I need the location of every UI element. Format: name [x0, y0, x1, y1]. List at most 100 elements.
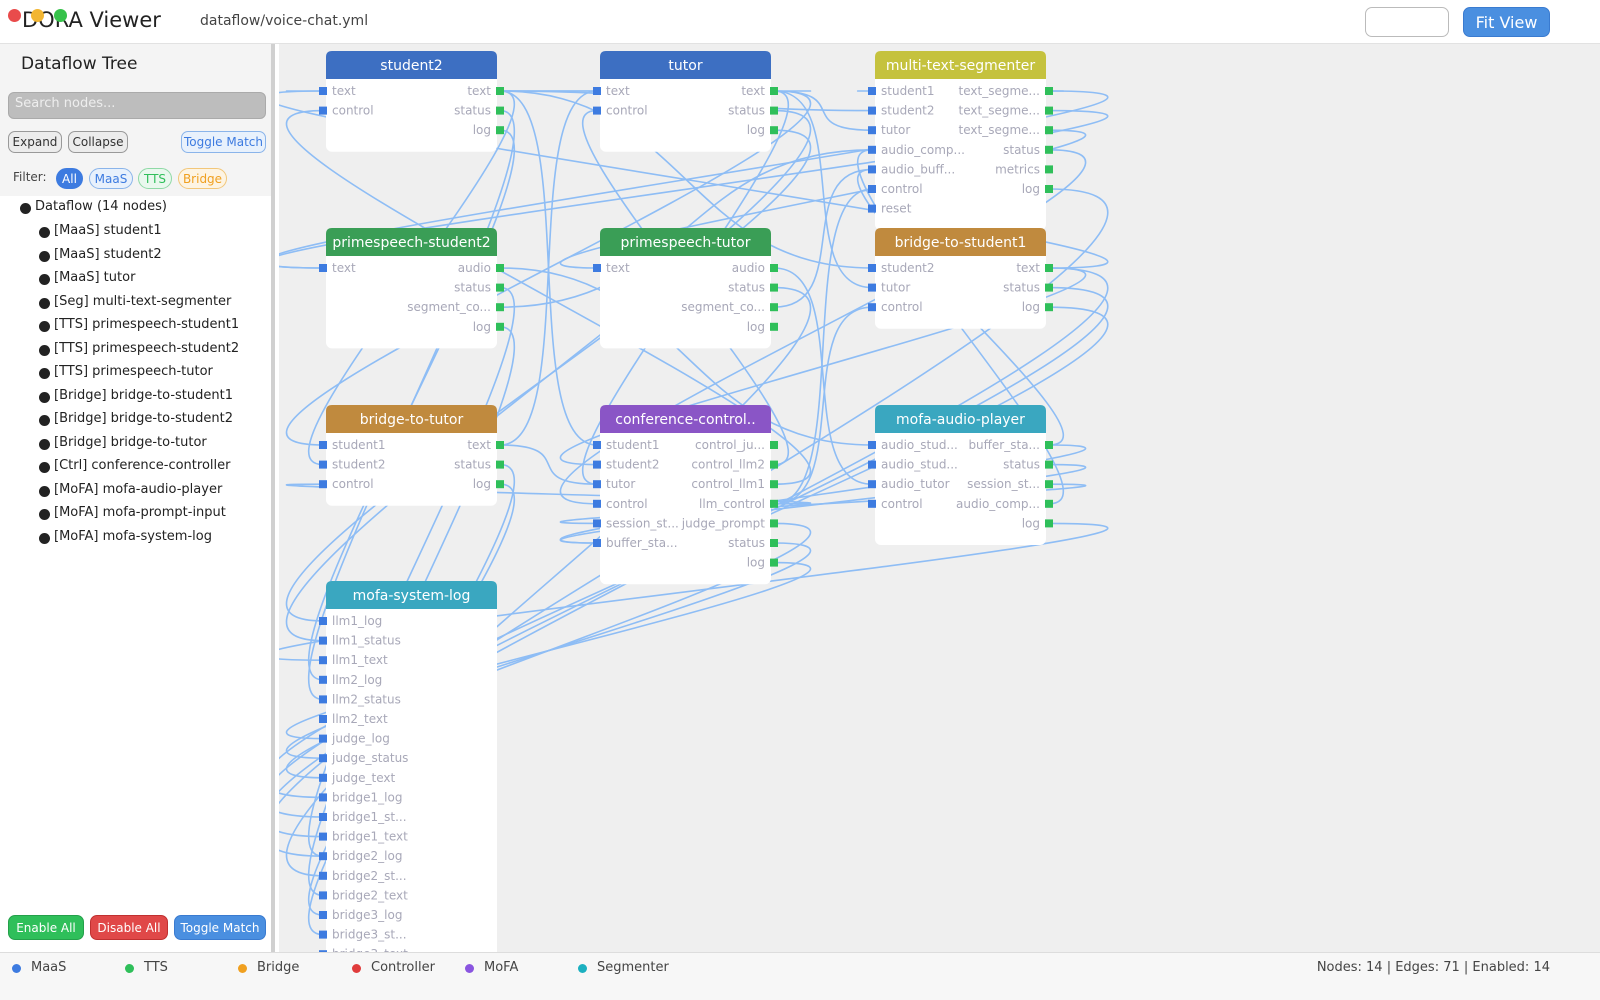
tree-item[interactable]: [Bridge] bridge-to-student1: [38, 387, 234, 403]
input-port: [319, 852, 327, 861]
input-label: audio_buff...: [881, 162, 955, 176]
tree-item[interactable]: [MaaS] tutor: [38, 270, 136, 285]
tree-item[interactable]: [MoFA] mofa-system-log: [39, 528, 212, 544]
input-label: buffer_sta...: [606, 536, 678, 550]
node[interactable]: conference-control.. student1 student2 tuto…: [593, 405, 778, 585]
expand-button[interactable]: Expand: [8, 131, 62, 153]
tree-item[interactable]: [TTS] primespeech-student2: [38, 340, 240, 356]
input-label: audio_comp...: [881, 143, 965, 157]
input-port: [868, 87, 876, 95]
tree-item[interactable]: [Bridge] bridge-to-student2: [38, 411, 234, 426]
input-label: tutor: [606, 477, 635, 491]
input-port: [319, 832, 327, 841]
output-label: text: [1016, 261, 1040, 275]
output-port: [496, 87, 504, 95]
tree-root[interactable]: Dataflow (14 nodes): [20, 199, 167, 214]
edge: [499, 267, 873, 446]
disable-all-button[interactable]: Disable All: [90, 915, 168, 940]
node-header: [326, 405, 497, 433]
filter-chip[interactable]: MaaS: [89, 168, 133, 189]
tree-item[interactable]: [MoFA] mofa-prompt-input: [39, 505, 226, 520]
output-label: log: [747, 556, 765, 570]
tree-item[interactable]: [MaaS] student2: [39, 246, 162, 262]
output-port: [770, 539, 778, 547]
output-label: audio: [732, 261, 765, 275]
maximize-dot[interactable]: [54, 9, 67, 22]
output-label: text: [741, 84, 765, 98]
fit-view-button[interactable]: Fit View: [1463, 7, 1550, 37]
input-port: [319, 480, 327, 489]
input-port: [593, 441, 601, 449]
node-header: [326, 51, 497, 79]
input-port: [319, 793, 327, 802]
input-label: student1: [332, 438, 386, 452]
tree-item[interactable]: [TTS] primespeech-student1: [38, 317, 240, 332]
enable-all-button[interactable]: Enable All: [8, 915, 84, 940]
output-port: [1045, 441, 1053, 449]
node[interactable]: mofa-system-log llm1_log llm1_status llm1_t…: [319, 581, 497, 952]
output-label: llm_control: [699, 497, 765, 511]
tree-item[interactable]: [Bridge] bridge-to-tutor: [39, 434, 207, 450]
input-port: [868, 185, 876, 193]
node[interactable]: bridge-to-student1 student2 tutor control te…: [868, 228, 1053, 329]
input-port: [593, 539, 601, 547]
output-port: [1045, 480, 1053, 489]
output-label: segment_co...: [681, 300, 765, 314]
output-port: [770, 126, 778, 135]
input-port: [593, 87, 601, 95]
output-port: [770, 558, 778, 567]
collapse-button[interactable]: Collapse: [68, 131, 128, 153]
node[interactable]: primespeech-student2 text audio status segme…: [319, 228, 504, 349]
filter-chip[interactable]: TTS: [138, 168, 172, 189]
output-label: status: [728, 281, 765, 295]
status-text: Nodes: 14 | Edges: 71 | Enabled: 14: [1316, 960, 1550, 975]
output-label: status: [728, 104, 765, 118]
input-label: control: [881, 497, 923, 511]
output-label: control_ju...: [695, 438, 765, 452]
edge: [559, 267, 1087, 466]
search-input[interactable]: Search nodes...: [8, 92, 266, 119]
minimize-dot[interactable]: [31, 9, 44, 22]
toggle-match-footer-button[interactable]: Toggle Match: [174, 915, 266, 940]
edge: [773, 188, 873, 505]
blank-button[interactable]: [1365, 7, 1449, 37]
input-label: bridge1_log: [332, 790, 402, 804]
legend-label: Segmenter: [597, 960, 669, 975]
input-port: [868, 460, 876, 469]
node-body: [600, 405, 771, 585]
tree-item[interactable]: [MoFA] mofa-audio-player: [38, 481, 223, 497]
input-label: bridge3_log: [332, 908, 402, 922]
output-label: audio_comp...: [956, 497, 1040, 511]
input-label: control: [332, 477, 374, 491]
output-label: status: [454, 104, 491, 118]
output-port: [770, 106, 778, 115]
input-label: text: [606, 261, 630, 275]
filter-chip[interactable]: All: [56, 168, 83, 189]
edge: [279, 522, 1109, 661]
input-label: reset: [881, 202, 912, 216]
legend-label: Controller: [371, 960, 435, 975]
toggle-match-button[interactable]: Toggle Match: [181, 131, 266, 153]
output-port: [770, 303, 778, 312]
node[interactable]: multi-text-segmenter student1 student2 tuto…: [868, 51, 1053, 231]
close-dot[interactable]: [8, 9, 21, 22]
node[interactable]: student2 text control text status log: [319, 51, 504, 152]
output-label: text_segme...: [959, 123, 1040, 137]
input-port: [319, 734, 327, 743]
tree-item[interactable]: [Ctrl] conference-controller: [38, 458, 231, 473]
edge: [559, 444, 1087, 544]
input-port: [319, 871, 327, 880]
input-label: bridge3_text: [332, 947, 408, 952]
node[interactable]: primespeech-tutor text audio status segment_…: [593, 228, 778, 349]
node[interactable]: mofa-audio-player audio_stud... audio_stud…: [868, 405, 1053, 545]
tree-item[interactable]: [Seg] multi-text-segmenter: [38, 293, 232, 309]
input-label: control: [606, 497, 648, 511]
tree-item[interactable]: [TTS] primespeech-tutor: [39, 364, 213, 379]
edge: [308, 286, 515, 857]
node-header: [875, 51, 1046, 79]
node[interactable]: tutor text control text status log: [593, 51, 778, 152]
node-title: mofa-audio-player: [896, 412, 1025, 428]
node[interactable]: bridge-to-tutor student1 student2 control te…: [319, 405, 504, 506]
filter-chip[interactable]: Bridge: [178, 168, 227, 189]
tree-item[interactable]: [MaaS] student1: [39, 223, 162, 238]
